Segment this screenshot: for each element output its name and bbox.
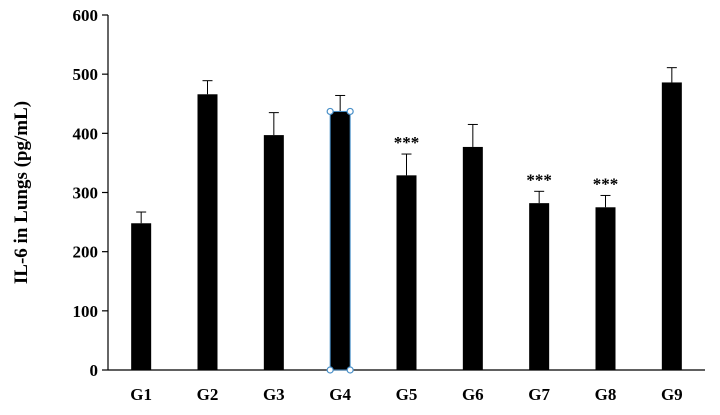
x-tick-label-g3: G3: [263, 385, 285, 404]
y-tick-label: 600: [73, 6, 99, 25]
selection-handles: [326, 107, 354, 374]
bar-g5: [396, 175, 417, 370]
selection-handle[interactable]: [346, 366, 354, 374]
bar-g6: [462, 146, 483, 370]
y-tick-label: 200: [73, 243, 99, 262]
selection-handle[interactable]: [326, 107, 334, 116]
x-tick-label-g9: G9: [661, 385, 683, 404]
x-tick-label-g4: G4: [329, 385, 351, 404]
significance-g8: ***: [593, 174, 619, 193]
bar-g8: [595, 207, 616, 370]
x-tick-label-g6: G6: [462, 385, 484, 404]
x-tick-label-g1: G1: [130, 385, 152, 404]
bar-g3: [263, 135, 284, 370]
selection-outline: [329, 110, 351, 371]
y-axis-title: IL-6 in Lungs (pg/mL): [11, 101, 32, 284]
y-tick-label: 100: [73, 302, 99, 321]
x-tick-label-g5: G5: [396, 385, 418, 404]
significance-g7: ***: [526, 170, 552, 189]
error-bars: [136, 67, 677, 224]
selection-handle[interactable]: [346, 107, 354, 116]
y-axis-title-group: IL-6 in Lungs (pg/mL): [11, 101, 32, 284]
bar-g9: [661, 82, 682, 370]
bars: [131, 82, 682, 371]
x-ticks: G1 G2 G3 G4 G5 G6 G7 G8 G9: [130, 385, 682, 404]
y-tick-label: 400: [73, 124, 99, 143]
bar-g1: [131, 223, 152, 370]
x-tick-label-g2: G2: [197, 385, 219, 404]
y-tick-label: 500: [73, 65, 99, 84]
selection-handle[interactable]: [326, 366, 334, 374]
x-tick-label-g7: G7: [528, 385, 550, 404]
y-ticks: 0 100 200 300 400 500 600: [73, 6, 108, 380]
x-tick-label-g8: G8: [595, 385, 617, 404]
significance-labels: *** *** ***: [394, 133, 619, 193]
significance-g5: ***: [394, 133, 420, 152]
y-tick-label: 0: [90, 361, 99, 380]
bar-g2: [197, 94, 218, 371]
bar-g7: [529, 203, 550, 370]
y-tick-label: 300: [73, 184, 99, 203]
bar-g4: [330, 111, 351, 371]
